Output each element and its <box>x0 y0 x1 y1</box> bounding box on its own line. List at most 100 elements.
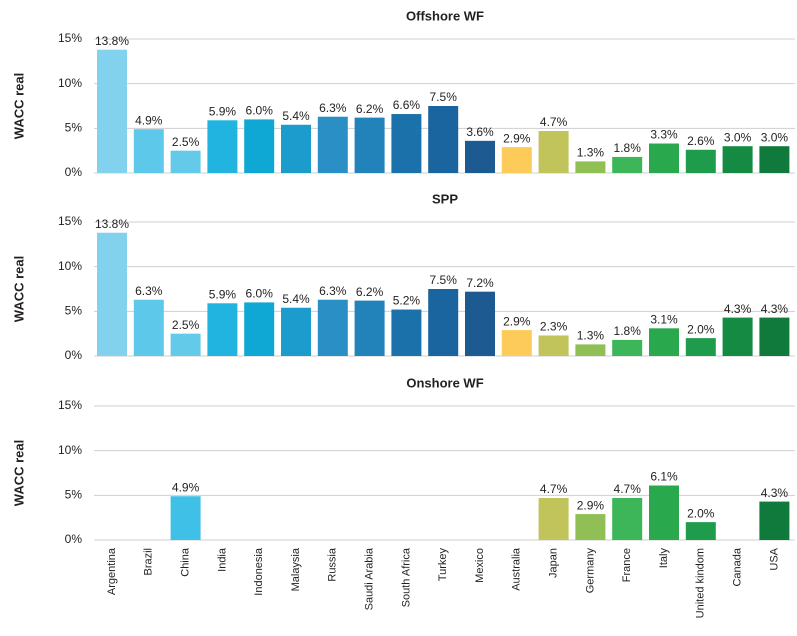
bar <box>538 498 569 540</box>
bar <box>685 522 716 540</box>
value-label: 6.3% <box>319 284 347 298</box>
value-label: 5.4% <box>282 109 310 123</box>
x-tick-label: Argentina <box>106 547 118 595</box>
y-tick-label: 5% <box>65 121 83 135</box>
y-tick-label: 0% <box>65 348 83 362</box>
value-label: 4.7% <box>540 482 568 496</box>
x-tick-label: United kindom <box>695 548 707 618</box>
bar <box>465 291 495 356</box>
x-tick-label: Indonesia <box>253 547 265 596</box>
value-label: 1.3% <box>577 329 605 343</box>
value-label: 1.3% <box>577 146 605 160</box>
bar <box>391 309 422 356</box>
bar <box>685 149 716 173</box>
bar <box>685 338 716 356</box>
bar <box>501 147 532 173</box>
value-label: 1.8% <box>614 324 642 338</box>
chart-title: Offshore WF <box>406 8 484 23</box>
value-label: 5.9% <box>209 104 237 118</box>
value-label: 6.6% <box>393 98 421 112</box>
bar <box>428 289 459 356</box>
x-tick-label: China <box>180 547 192 577</box>
value-label: 4.9% <box>135 113 163 127</box>
bar <box>612 498 643 540</box>
bar <box>538 131 569 173</box>
bar <box>575 344 606 356</box>
bar <box>391 114 422 173</box>
y-tick-label: 0% <box>65 165 83 179</box>
bar <box>170 333 201 356</box>
bar <box>133 129 164 173</box>
y-axis-label: WACC real <box>11 256 26 322</box>
value-label: 6.1% <box>650 470 678 484</box>
y-tick-label: 15% <box>58 214 82 228</box>
x-tick-label: Italy <box>658 548 670 569</box>
chart-title: SPP <box>432 191 458 206</box>
x-tick-label: Russia <box>327 547 339 582</box>
value-label: 4.3% <box>761 302 789 316</box>
bar <box>170 496 201 540</box>
x-tick-label: Mexico <box>474 548 486 583</box>
bar <box>722 317 753 356</box>
value-label: 2.5% <box>172 135 200 149</box>
bar <box>133 299 164 356</box>
x-tick-label: Germany <box>584 548 596 594</box>
y-tick-label: 5% <box>65 304 83 318</box>
x-tick-label: Canada <box>732 547 744 586</box>
value-label: 7.5% <box>430 273 458 287</box>
x-tick-label: Malaysia <box>290 547 302 591</box>
bar <box>649 328 679 356</box>
x-tick-label: Brazil <box>143 548 155 576</box>
value-label: 6.0% <box>246 104 274 118</box>
value-label: 5.2% <box>393 294 421 308</box>
x-tick-label: Australia <box>511 547 523 591</box>
bar <box>244 119 275 173</box>
bar <box>281 124 311 173</box>
bar <box>649 143 679 173</box>
bar <box>649 485 679 540</box>
value-label: 2.6% <box>687 134 715 148</box>
bar <box>281 307 311 356</box>
value-label: 3.6% <box>466 125 494 139</box>
value-label: 6.2% <box>356 285 384 299</box>
y-axis-label: WACC real <box>11 440 26 506</box>
bar <box>428 106 459 173</box>
x-tick-label: India <box>216 547 228 572</box>
value-label: 2.9% <box>503 131 531 145</box>
value-label: 4.3% <box>724 302 752 316</box>
bar <box>97 232 127 356</box>
bar <box>244 302 275 356</box>
value-label: 4.3% <box>761 486 789 500</box>
x-tick-label: Turkey <box>437 548 449 582</box>
y-tick-label: 10% <box>58 443 82 457</box>
value-label: 5.4% <box>282 292 310 306</box>
value-label: 2.3% <box>540 320 568 334</box>
x-tick-label: Saudi Arabia <box>364 547 376 610</box>
value-label: 13.8% <box>95 34 129 48</box>
bar <box>465 140 495 173</box>
value-label: 3.0% <box>761 130 789 144</box>
value-label: 2.9% <box>577 498 605 512</box>
bar <box>612 156 643 173</box>
value-label: 6.3% <box>319 101 347 115</box>
y-tick-label: 5% <box>65 488 83 502</box>
value-label: 13.8% <box>95 217 129 231</box>
value-label: 2.0% <box>687 322 715 336</box>
chart-title: Onshore WF <box>406 375 483 390</box>
bar <box>612 339 643 356</box>
y-tick-label: 10% <box>58 76 82 90</box>
bar <box>317 116 348 173</box>
bar <box>317 299 348 356</box>
value-label: 3.3% <box>650 128 678 142</box>
value-label: 1.8% <box>614 141 642 155</box>
value-label: 6.2% <box>356 102 384 116</box>
x-tick-label: South Africa <box>400 547 412 607</box>
value-label: 4.7% <box>614 482 642 496</box>
value-label: 4.7% <box>540 115 568 129</box>
bar <box>575 161 606 173</box>
bar <box>538 335 569 356</box>
bar <box>759 146 790 173</box>
value-label: 7.2% <box>466 276 494 290</box>
value-label: 5.9% <box>209 287 237 301</box>
